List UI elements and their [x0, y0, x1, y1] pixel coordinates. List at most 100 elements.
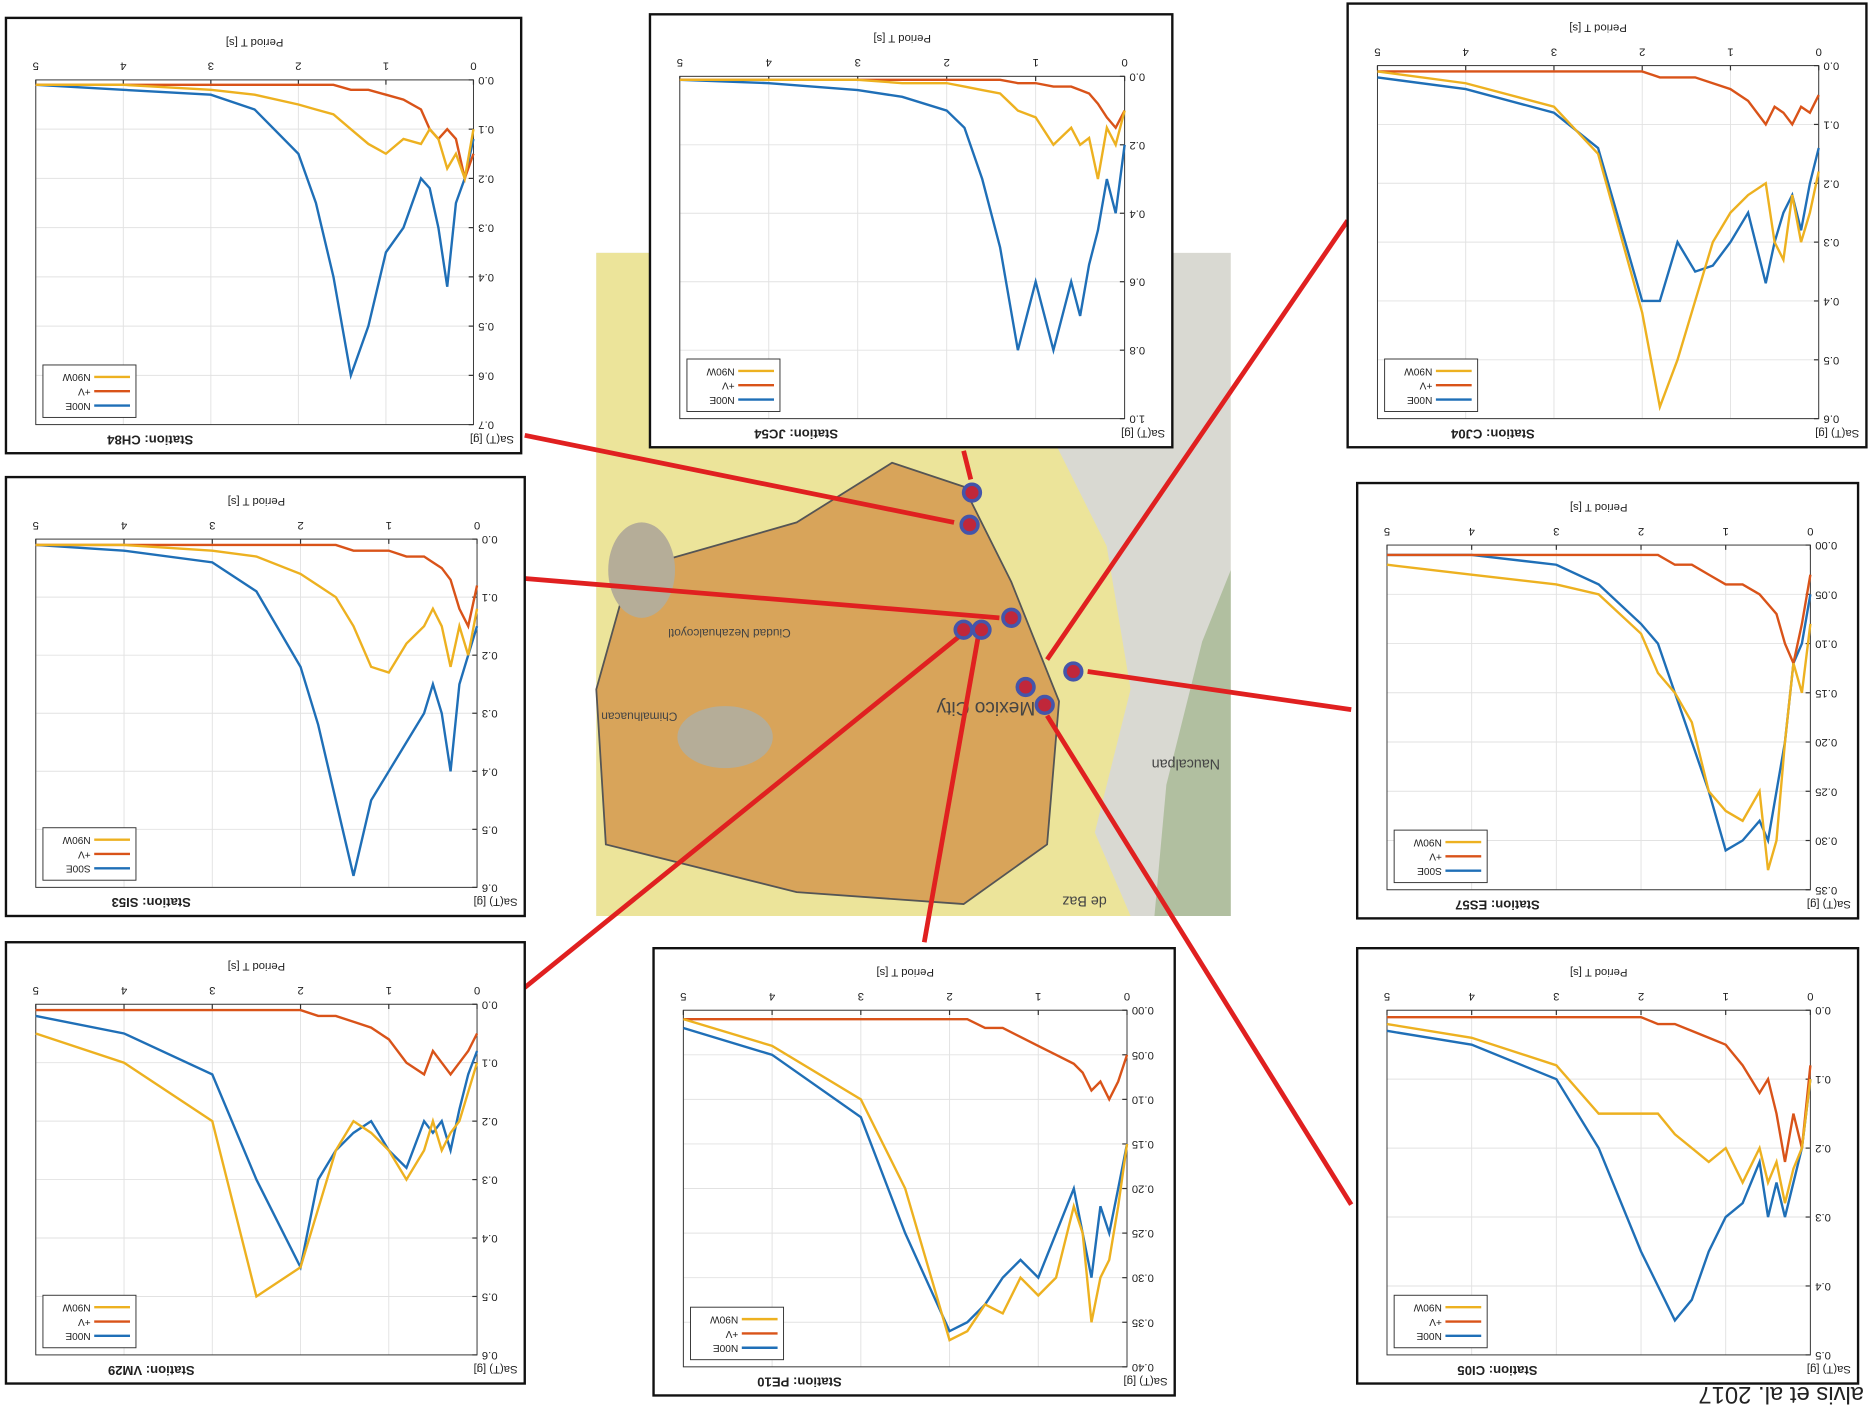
y-axis-label: Sa(T) [g]	[1807, 898, 1851, 910]
y-tick-label: 0.4	[1129, 207, 1145, 219]
x-tick-label: 1	[1723, 990, 1729, 1002]
x-axis-label: Period T [s]	[873, 32, 931, 44]
legend-label: S00E	[1417, 865, 1442, 876]
x-tick-label: 4	[120, 60, 126, 72]
y-tick-label: 0.15	[1815, 687, 1837, 699]
x-tick-label: 5	[677, 56, 683, 68]
legend-label: +V	[1419, 380, 1432, 391]
chart-title: Station: SI53	[112, 895, 191, 910]
x-tick-label: 5	[33, 984, 39, 996]
y-tick-label: 0.4	[482, 1232, 498, 1244]
x-tick-label: 2	[1639, 45, 1645, 57]
y-tick-label: 0.30	[1132, 1272, 1154, 1284]
x-tick-label: 0	[470, 60, 476, 72]
legend-label: +V	[722, 380, 735, 391]
y-tick-label: 0.6	[1129, 276, 1145, 288]
y-tick-label: 0.15	[1132, 1138, 1154, 1150]
station-dot	[1003, 609, 1020, 626]
x-tick-label: 5	[680, 990, 686, 1002]
legend-label: N00E	[709, 394, 735, 405]
chart-title: Station: VM29	[108, 1363, 195, 1378]
legend-label: N00E	[65, 1330, 91, 1341]
x-tick-label: 1	[386, 984, 392, 996]
y-tick-label: 0.2	[482, 649, 498, 661]
y-tick-label: 0.1	[1815, 1073, 1831, 1085]
y-tick-label: 0.3	[1823, 236, 1839, 248]
y-tick-label: 0.25	[1815, 785, 1837, 797]
station-dot	[964, 484, 981, 501]
station-dot	[955, 621, 972, 638]
x-tick-label: 3	[1551, 45, 1557, 57]
x-tick-label: 0	[474, 519, 480, 531]
y-tick-label: 0.4	[478, 271, 494, 283]
chart-panel: 0.00.10.20.30.40.50.60.7012345Station: C…	[6, 18, 521, 453]
legend-label: N90W	[1413, 1302, 1442, 1313]
legend-label: N90W	[62, 834, 91, 845]
legend-label: N90W	[710, 1313, 739, 1324]
x-tick-label: 4	[1469, 525, 1475, 537]
y-tick-label: 0.2	[1129, 139, 1145, 151]
y-tick-label: 0.8	[1129, 344, 1145, 356]
y-tick-label: 0.7	[478, 419, 494, 431]
y-tick-label: 0.4	[1823, 295, 1839, 307]
y-tick-label: 0.35	[1815, 884, 1837, 896]
map-relief	[608, 522, 675, 617]
y-tick-label: 0.10	[1132, 1093, 1154, 1105]
x-tick-label: 4	[766, 56, 772, 68]
x-tick-label: 1	[383, 60, 389, 72]
y-tick-label: 0.5	[478, 320, 494, 332]
y-axis-label: Sa(T) [g]	[1815, 427, 1859, 439]
y-tick-label: 0.1	[478, 123, 494, 135]
y-tick-label: 0.6	[482, 1349, 498, 1361]
legend-label: +V	[78, 386, 91, 397]
x-tick-label: 4	[1463, 45, 1469, 57]
x-tick-label: 3	[208, 60, 214, 72]
x-axis-label: Period T [s]	[1570, 501, 1628, 513]
x-tick-label: 3	[855, 56, 861, 68]
x-tick-label: 5	[1374, 45, 1380, 57]
legend-label: N90W	[706, 365, 735, 376]
x-axis-label: Period T [s]	[228, 495, 286, 507]
y-tick-label: 0.1	[482, 1057, 498, 1069]
x-tick-label: 5	[1384, 990, 1390, 1002]
y-tick-label: 0.20	[1132, 1183, 1154, 1195]
x-tick-label: 3	[209, 984, 215, 996]
chart-title: Station: CJ04	[1450, 426, 1534, 441]
y-tick-label: 0.0	[1823, 60, 1839, 72]
y-tick-label: 0.6	[478, 369, 494, 381]
chart-panel: 0.000.050.100.150.200.250.300.350.400123…	[654, 948, 1175, 1395]
y-tick-label: 0.1	[1823, 118, 1839, 130]
map-label: Ciudad Nezahualcoyotl	[668, 626, 790, 640]
x-tick-label: 1	[1035, 990, 1041, 1002]
x-tick-label: 4	[1469, 990, 1475, 1002]
x-tick-label: 3	[858, 990, 864, 1002]
legend-label: +V	[78, 1316, 91, 1327]
station-dot	[1017, 679, 1034, 696]
map-relief	[677, 706, 772, 768]
x-tick-label: 1	[1723, 525, 1729, 537]
x-tick-label: 4	[121, 984, 127, 996]
y-tick-label: 0.5	[482, 1290, 498, 1302]
y-tick-label: 0.5	[1815, 1349, 1831, 1361]
chart-panel: 0.000.050.100.150.200.250.300.35012345St…	[1357, 483, 1858, 918]
x-tick-label: 3	[1553, 990, 1559, 1002]
x-tick-label: 0	[1121, 56, 1127, 68]
map-label: Mexico City	[936, 697, 1035, 718]
chart-title: Station: JC54	[754, 426, 838, 441]
y-tick-label: 0.2	[1823, 177, 1839, 189]
x-tick-label: 1	[386, 519, 392, 531]
y-tick-label: 0.0	[1129, 70, 1145, 82]
y-axis-label: Sa(T) [g]	[474, 1363, 518, 1375]
legend-label: N90W	[1404, 365, 1433, 376]
y-tick-label: 0.5	[1823, 354, 1839, 366]
chart-title: Station: CH84	[107, 432, 194, 447]
y-axis-label: Sa(T) [g]	[1123, 1375, 1167, 1387]
x-tick-label: 2	[946, 990, 952, 1002]
y-tick-label: 0.00	[1815, 539, 1837, 551]
x-tick-label: 1	[1032, 56, 1038, 68]
legend-label: +V	[78, 848, 91, 859]
page: {"citation": "alvis et al. 2017", "map":…	[0, 0, 1870, 1405]
x-tick-label: 2	[297, 984, 303, 996]
y-axis-label: Sa(T) [g]	[474, 896, 518, 908]
